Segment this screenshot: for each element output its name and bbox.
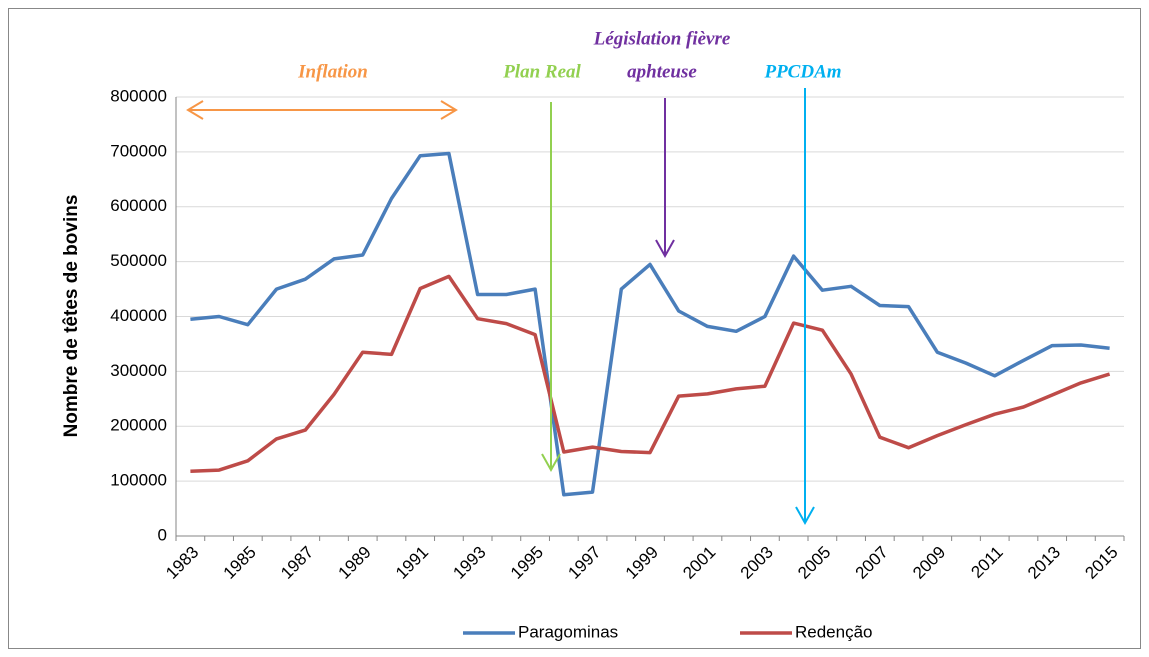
annotation: PPCDAm xyxy=(763,61,841,82)
annotation-arrowhead xyxy=(655,239,675,259)
legend-label: Redenção xyxy=(795,622,873,641)
y-tick-label: 600000 xyxy=(110,196,167,215)
y-tick-label: 100000 xyxy=(110,471,167,490)
annotation: Inflation xyxy=(297,61,368,82)
annotation-arrowhead xyxy=(795,506,815,526)
y-tick-label: 300000 xyxy=(110,361,167,380)
y-tick-label: 0 xyxy=(158,525,167,544)
y-tick-label: 200000 xyxy=(110,416,167,435)
legend-label: Paragominas xyxy=(518,622,618,641)
annotation: aphteuse xyxy=(627,61,697,82)
annotation: Plan Real xyxy=(502,61,581,82)
annotation: Législation fièvre xyxy=(593,28,731,49)
y-tick-label: 400000 xyxy=(110,306,167,325)
annotation-arrowhead xyxy=(186,100,458,120)
data-line xyxy=(190,274,1111,473)
annotation-arrowhead xyxy=(541,453,561,473)
y-tick-label: 500000 xyxy=(110,251,167,270)
y-tick-label: 800000 xyxy=(110,86,167,105)
y-tick-label: 700000 xyxy=(110,141,167,160)
data-line xyxy=(190,151,1110,497)
y-axis-title: Nombre de têtes de bovins xyxy=(61,195,82,438)
